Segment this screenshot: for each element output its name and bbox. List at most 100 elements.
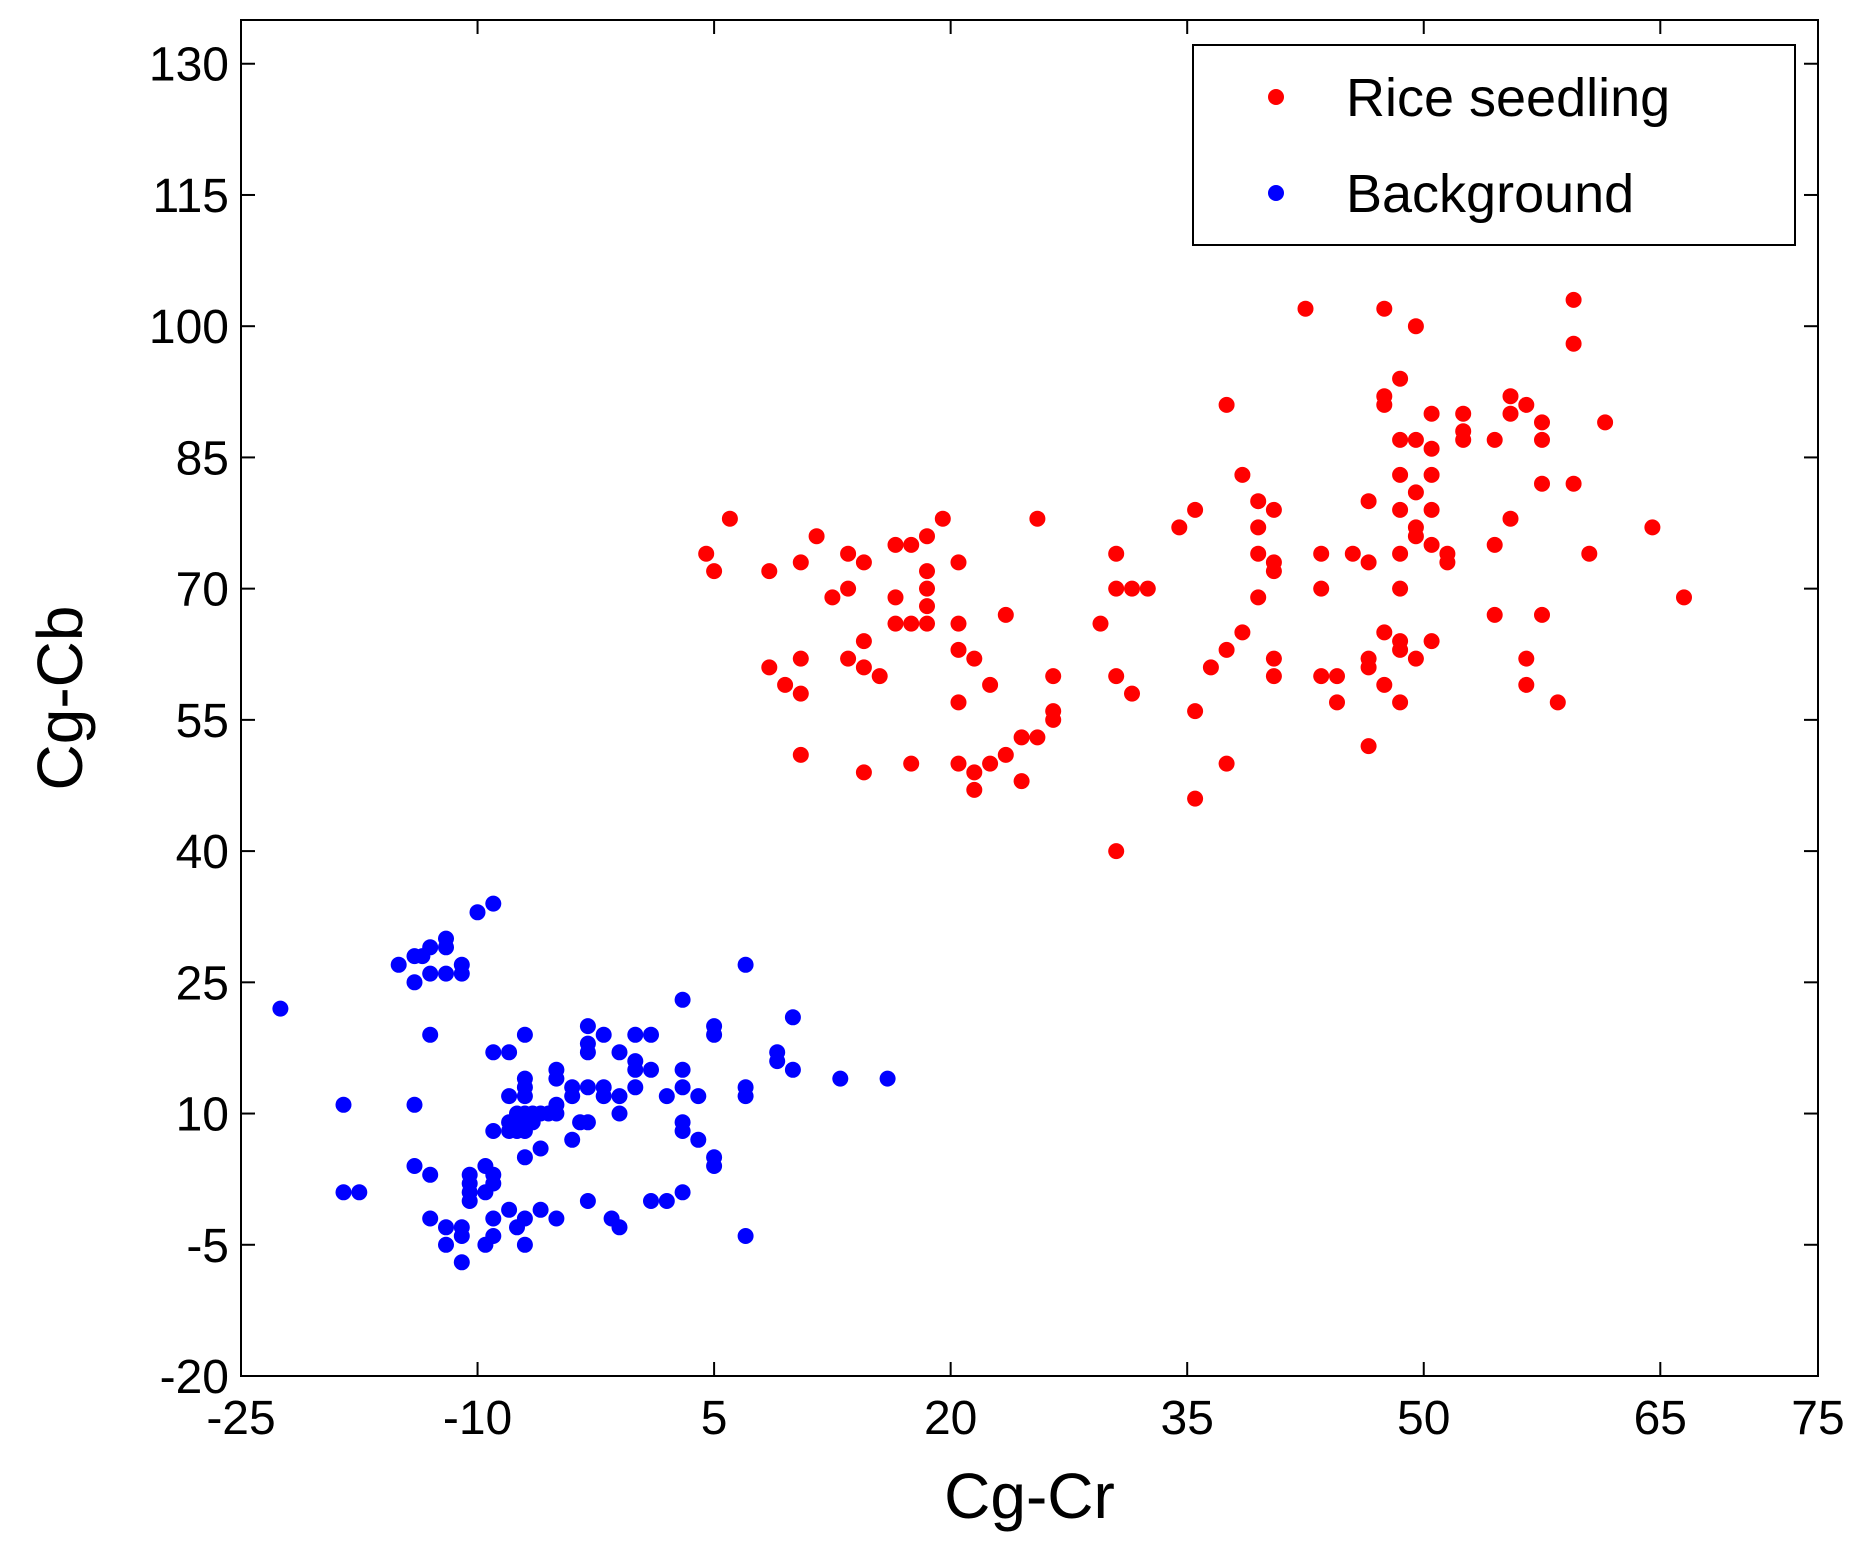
x-axis-title: Cg-Cr — [944, 1460, 1115, 1532]
rice-seedling-point-63 — [1202, 659, 1219, 676]
rice-seedling-point-29 — [919, 615, 935, 632]
rice-seedling-point-121 — [1486, 431, 1503, 448]
rice-seedling-point-50 — [1045, 711, 1062, 728]
rice-seedling-point-3 — [761, 563, 778, 580]
rice-seedling-point-132 — [1534, 475, 1550, 492]
rice-seedling-point-109 — [1407, 650, 1424, 667]
rice-seedling-point-12 — [840, 545, 857, 562]
background-point-96 — [658, 1193, 675, 1209]
background-point-78 — [579, 1114, 596, 1131]
rice-seedling-point-0 — [698, 545, 715, 562]
rice-seedling-point-102 — [1392, 641, 1409, 658]
y-tick-label-9: 115 — [152, 170, 229, 223]
rice-seedling-point-42 — [997, 606, 1014, 623]
rice-seedling-point-112 — [1423, 466, 1440, 483]
y-tick-label-5: 55 — [176, 695, 229, 748]
background-point-56 — [516, 1149, 533, 1166]
y-tick-label-4: 40 — [176, 826, 229, 879]
rice-seedling-point-93 — [1376, 624, 1393, 641]
background-point-18 — [438, 1219, 454, 1236]
rice-seedling-point-95 — [1392, 370, 1409, 387]
background-point-76 — [579, 1044, 596, 1061]
rice-seedling-point-96 — [1392, 431, 1409, 448]
rice-seedling-point-56 — [1124, 580, 1140, 597]
rice-seedling-point-54 — [1108, 668, 1125, 685]
plot-frame — [240, 19, 1819, 1377]
legend-label-rice-seedling: Rice seedling — [1346, 68, 1670, 128]
rice-seedling-point-127 — [1518, 396, 1535, 413]
background-point-57 — [516, 1210, 533, 1227]
rice-seedling-point-48 — [1045, 668, 1062, 685]
rice-seedling-point-90 — [1376, 300, 1393, 317]
background-point-14 — [422, 1210, 439, 1227]
rice-seedling-point-82 — [1329, 668, 1345, 685]
rice-seedling-point-128 — [1518, 650, 1535, 667]
rice-seedling-point-27 — [919, 580, 935, 597]
background-point-116 — [784, 1061, 801, 1078]
legend-label-background: Background — [1346, 164, 1634, 224]
rice-seedling-point-30 — [934, 510, 951, 527]
rice-seedling-point-55 — [1108, 843, 1125, 860]
legend-box — [1192, 44, 1796, 246]
rice-seedling-point-15 — [855, 633, 872, 650]
rice-seedling-point-81 — [1313, 668, 1330, 685]
rice-seedling-point-97 — [1392, 466, 1409, 483]
rice-seedling-point-138 — [1581, 545, 1598, 562]
background-point-108 — [706, 1158, 723, 1174]
rice-seedling-point-98 — [1392, 501, 1409, 518]
background-point-34 — [485, 1044, 502, 1061]
background-point-29 — [469, 904, 486, 921]
background-point-0 — [272, 1000, 289, 1017]
rice-seedling-point-115 — [1423, 633, 1440, 650]
rice-seedling-point-130 — [1534, 414, 1550, 431]
background-point-97 — [674, 991, 691, 1008]
background-point-85 — [611, 1088, 628, 1105]
rice-seedling-point-45 — [1013, 773, 1030, 790]
rice-seedling-point-73 — [1265, 501, 1282, 518]
rice-seedling-point-2 — [721, 510, 738, 527]
rice-seedling-point-10 — [808, 528, 825, 545]
rice-seedling-point-53 — [1108, 580, 1125, 597]
background-point-52 — [516, 1088, 533, 1105]
rice-seedling-point-19 — [855, 764, 872, 781]
rice-seedling-point-69 — [1250, 493, 1267, 510]
y-axis-title: Cg-Cb — [24, 606, 96, 791]
rice-seedling-point-108 — [1407, 528, 1424, 545]
rice-seedling-point-110 — [1423, 405, 1440, 422]
rice-seedling-point-39 — [966, 781, 983, 798]
rice-seedling-point-86 — [1360, 554, 1377, 571]
rice-seedling-point-35 — [966, 650, 983, 667]
rice-seedling-point-47 — [1029, 510, 1046, 527]
rice-seedling-point-139 — [1597, 414, 1614, 431]
rice-seedling-point-105 — [1407, 431, 1424, 448]
rice-seedling-point-71 — [1250, 545, 1267, 562]
background-point-40 — [501, 1044, 518, 1061]
rice-seedling-point-32 — [950, 554, 967, 571]
rice-seedling-point-6 — [792, 650, 809, 667]
rice-seedling-point-61 — [1187, 703, 1204, 720]
background-point-16 — [438, 939, 454, 956]
background-point-19 — [438, 1236, 454, 1253]
background-point-99 — [674, 1079, 691, 1096]
background-point-90 — [627, 1061, 644, 1078]
background-point-82 — [595, 1088, 612, 1105]
rice-seedling-point-20 — [887, 536, 904, 553]
background-point-38 — [485, 1210, 502, 1227]
rice-seedling-point-85 — [1360, 493, 1377, 510]
background-point-62 — [532, 1140, 549, 1157]
rice-seedling-point-120 — [1455, 431, 1472, 448]
data-points — [272, 291, 1692, 1271]
x-tick-label-4: 35 — [1161, 1392, 1214, 1445]
background-point-33 — [485, 895, 502, 912]
rice-seedling-point-18 — [871, 668, 888, 685]
rice-seedling-point-77 — [1265, 668, 1282, 685]
background-point-111 — [737, 1088, 754, 1105]
rice-seedling-point-137 — [1565, 475, 1582, 492]
rice-seedling-point-83 — [1329, 694, 1345, 711]
background-point-35 — [485, 1123, 502, 1139]
rice-seedling-point-125 — [1502, 405, 1519, 422]
background-point-112 — [737, 1228, 754, 1244]
rice-seedling-point-106 — [1407, 484, 1424, 501]
background-point-118 — [879, 1070, 896, 1087]
